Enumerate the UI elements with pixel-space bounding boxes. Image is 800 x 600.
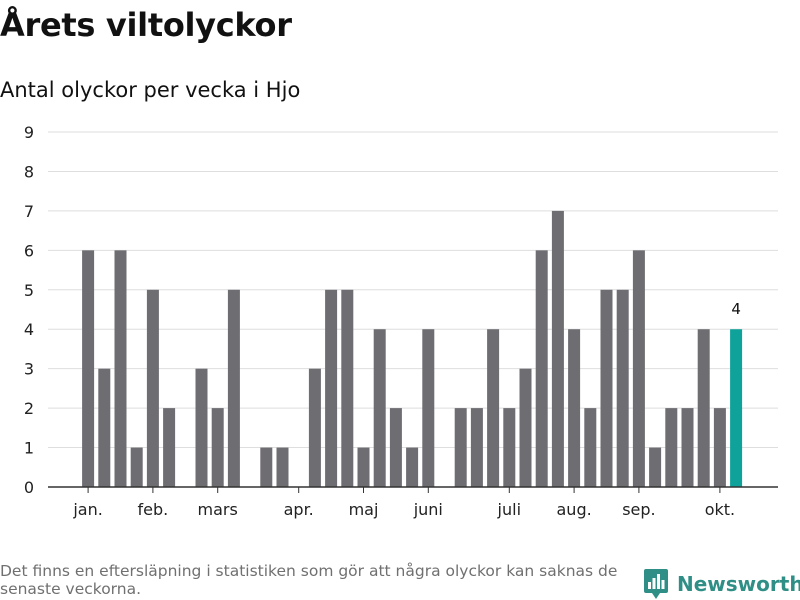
x-tick-label: mars [198, 500, 238, 519]
bar [600, 289, 613, 487]
data-label: 4 [731, 300, 741, 318]
bar [713, 408, 726, 487]
bar [649, 447, 662, 487]
bar [665, 408, 678, 487]
bar [227, 289, 240, 487]
x-tick-label: okt. [705, 500, 735, 519]
bar [325, 289, 338, 487]
gridlines [48, 131, 778, 449]
data-labels: 4 [731, 300, 741, 318]
x-tick-label: feb. [138, 500, 169, 519]
bar [114, 250, 127, 487]
bar [568, 329, 581, 487]
y-tick-label: 3 [24, 360, 34, 379]
bar [584, 408, 597, 487]
bar [82, 250, 95, 487]
bar-chart: 0 1 2 3 4 5 6 7 8 9 jan. feb. mars apr. maj juni juli au… [24, 123, 778, 519]
x-tick-label: aug. [557, 500, 592, 519]
x-tick-label: apr. [284, 500, 314, 519]
bar [503, 408, 516, 487]
bar [98, 368, 111, 487]
newsworthy-logo-icon [644, 569, 668, 599]
bar [535, 250, 548, 487]
y-tick-label: 6 [24, 241, 34, 260]
bar [487, 329, 500, 487]
bar [697, 329, 710, 487]
bar [470, 408, 483, 487]
footnote: Det finns en eftersläpning i statistiken… [0, 562, 618, 598]
y-tick-label: 4 [24, 320, 34, 339]
bar [519, 368, 532, 487]
y-tick-label: 8 [24, 162, 34, 181]
y-tick-label: 2 [24, 399, 34, 418]
bars [82, 210, 743, 487]
x-tick-label: sep. [622, 500, 655, 519]
y-tick-label: 7 [24, 202, 34, 221]
brand-name: Newsworthy [677, 572, 800, 596]
chart-subtitle: Antal olyckor per vecka i Hjo [0, 78, 301, 102]
bar [195, 368, 208, 487]
bar [341, 289, 354, 487]
bar [373, 329, 386, 487]
bar [163, 408, 176, 487]
bar [276, 447, 289, 487]
bar [616, 289, 629, 487]
bar [260, 447, 273, 487]
x-tick-label: juni [413, 500, 443, 519]
y-tick-label: 0 [24, 478, 34, 497]
bar [632, 250, 645, 487]
x-tick-label: jan. [72, 500, 102, 519]
page-title: Årets viltolyckor [0, 6, 292, 44]
x-tick-label: juli [497, 500, 521, 519]
bar [551, 210, 564, 487]
bar [406, 447, 419, 487]
y-axis-tick-labels: 0 1 2 3 4 5 6 7 8 9 [24, 123, 34, 497]
y-tick-label: 5 [24, 281, 34, 300]
x-tick-label: maj [349, 500, 379, 519]
bar [308, 368, 321, 487]
bar [681, 408, 694, 487]
bar [130, 447, 143, 487]
y-tick-label: 9 [24, 123, 34, 142]
x-axis-tick-labels: jan. feb. mars apr. maj juni juli aug. sep. okt. [72, 487, 735, 519]
bar [454, 408, 467, 487]
bar [211, 408, 224, 487]
bar [146, 289, 159, 487]
brand-logo: Newsworthy [643, 568, 800, 600]
bar [422, 329, 435, 487]
bar [389, 408, 402, 487]
bar-highlighted [730, 329, 743, 487]
bar [357, 447, 370, 487]
y-tick-label: 1 [24, 439, 34, 458]
